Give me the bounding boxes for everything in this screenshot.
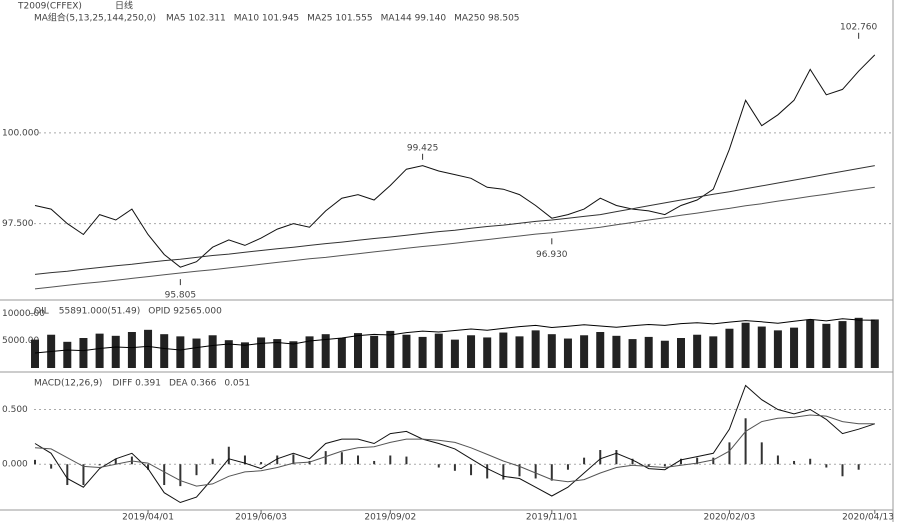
volume-bar — [693, 334, 702, 368]
volume-bar — [305, 336, 314, 368]
volume-bar — [483, 337, 492, 368]
volume-bar — [95, 333, 104, 368]
readout: OPID 92565.000 — [148, 307, 222, 317]
volume-bar — [612, 335, 621, 368]
volume-bar — [709, 336, 718, 368]
volume-bar — [240, 342, 249, 368]
volume-bar — [192, 338, 201, 368]
volume-bar — [273, 339, 282, 368]
volume-bar — [790, 327, 799, 368]
volume-bar — [628, 339, 637, 368]
readout: DEA 0.366 — [169, 379, 217, 389]
period: 日线 — [115, 0, 133, 12]
volume-bar — [467, 335, 476, 368]
readout: MA5 102.311 — [166, 14, 226, 24]
x-tick-label: 2020/02/03 — [704, 513, 756, 522]
readout: MA250 98.505 — [454, 14, 519, 24]
price-line — [34, 54, 876, 268]
volume-bar — [111, 335, 120, 368]
volume-bar — [450, 339, 459, 368]
volume-bar — [370, 335, 379, 368]
volume-bar — [224, 340, 233, 368]
panel-title: MACD(12,26,9) — [34, 379, 102, 389]
annotation: 102.760 — [840, 22, 877, 32]
volume-bar — [386, 330, 395, 368]
volume-bar — [757, 326, 766, 368]
volume-bar — [418, 336, 427, 368]
volume-bar — [321, 334, 330, 368]
volume-bar — [176, 336, 185, 368]
volume-bar — [289, 341, 298, 368]
readout: 55891.000(51.49) — [59, 307, 140, 317]
volume-bar — [144, 329, 153, 368]
symbol: T2009(CFFEX) — [17, 2, 82, 12]
readout: 0.051 — [224, 379, 250, 389]
y-tick-label: 0.000 — [2, 460, 28, 470]
y-tick-label: 5000.00 — [2, 336, 39, 346]
readout: DIFF 0.391 — [112, 379, 161, 389]
volume-bar — [870, 319, 879, 368]
panel-title: MA组合(5,13,25,144,250,0) — [34, 12, 156, 24]
oi-line — [34, 318, 875, 354]
macd-line — [34, 414, 875, 487]
volume-bar — [854, 317, 863, 368]
volume-bar — [806, 320, 815, 368]
x-tick-label: 2019/04/01 — [122, 513, 174, 522]
macd-line — [34, 384, 875, 504]
volume-bar — [257, 337, 266, 368]
volume-bar — [773, 330, 782, 368]
volume-bar — [208, 335, 217, 368]
volume-bar — [644, 336, 653, 368]
annotation: 96.930 — [536, 250, 568, 260]
volume-bar — [434, 333, 443, 368]
y-tick-label: 10000.00 — [2, 309, 45, 319]
volume-bar — [547, 334, 556, 368]
volume-bar — [499, 332, 508, 368]
x-tick-label: 2020/04/13 — [842, 513, 894, 522]
volume-bar — [838, 321, 847, 368]
volume-bar — [127, 332, 136, 368]
readout: MA25 101.555 — [307, 14, 372, 24]
volume-bar — [741, 322, 750, 368]
volume-bar — [402, 334, 411, 368]
readout: MA10 101.945 — [234, 14, 299, 24]
volume-bar — [337, 338, 346, 368]
volume-bar — [660, 340, 669, 368]
y-tick-label: 100.000 — [2, 128, 39, 138]
price-line — [34, 165, 875, 275]
annotation: 95.805 — [165, 291, 197, 301]
volume-bar — [63, 341, 72, 368]
panel-title: OIL — [34, 307, 49, 317]
volume-bar — [822, 323, 831, 368]
volume-bar — [677, 338, 685, 368]
volume-bar — [580, 335, 589, 368]
volume-bar — [596, 332, 605, 368]
y-tick-label: 97.500 — [2, 219, 34, 229]
volume-bar — [160, 334, 169, 368]
y-tick-label: 0.500 — [2, 405, 28, 415]
readout: MA144 99.140 — [381, 14, 447, 24]
volume-bar — [531, 330, 540, 368]
volume-bar — [563, 338, 572, 368]
volume-bar — [31, 339, 39, 368]
volume-bar — [725, 328, 734, 368]
price-line — [34, 186, 875, 290]
volume-bar — [79, 338, 88, 368]
annotation: 99.425 — [407, 143, 439, 153]
volume-bar — [354, 333, 362, 368]
x-tick-label: 2019/06/03 — [235, 513, 287, 522]
volume-bar — [515, 336, 524, 368]
x-tick-label: 2019/11/01 — [526, 513, 578, 522]
x-tick-label: 2019/09/02 — [364, 513, 416, 522]
